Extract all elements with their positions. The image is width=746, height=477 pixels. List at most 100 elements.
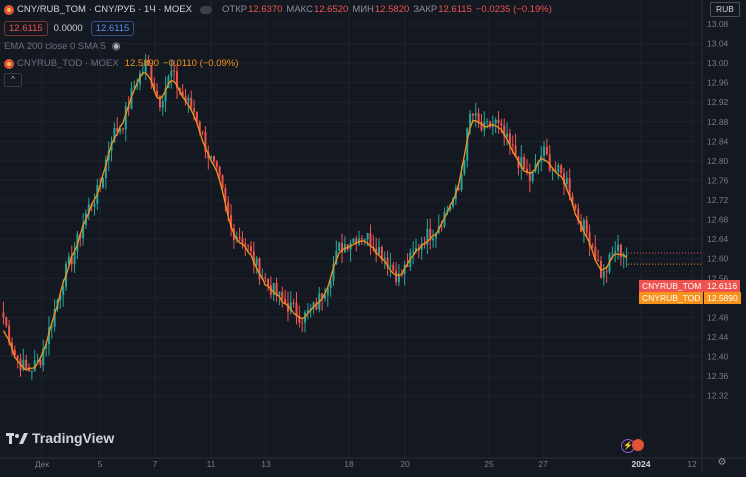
candle-body <box>16 355 19 360</box>
candle-body <box>523 157 526 169</box>
candle-body <box>104 159 107 179</box>
candle-body <box>329 280 332 288</box>
candle-body <box>469 113 472 129</box>
x-tick-label: 13 <box>261 459 271 469</box>
tod-last-price: 12.5890 <box>704 292 741 304</box>
candle-body <box>309 308 312 311</box>
candle-body <box>67 256 70 265</box>
y-tick-label: 13.04 <box>707 39 729 49</box>
tod-series-line <box>2 72 628 371</box>
candle-body <box>332 263 335 281</box>
candle-body <box>545 146 548 155</box>
candle-body <box>59 294 62 301</box>
candle-body <box>204 132 207 152</box>
candle-body <box>486 121 489 123</box>
candle-body <box>605 271 608 273</box>
candle-body <box>355 238 358 245</box>
candle-body <box>500 123 503 126</box>
bid-ask-row: 12.6115 0.0000 12.6115 <box>4 21 140 36</box>
candle-body <box>230 215 233 229</box>
close-label: ЗАКР <box>413 4 438 15</box>
candle-body <box>585 220 588 233</box>
candle-body <box>366 233 369 240</box>
symbol-title[interactable]: CNY/RUB_TOM · CNY/РУБ · 1Ч · MOEX <box>17 4 192 15</box>
candle-body <box>611 252 614 255</box>
candle-body <box>429 228 432 241</box>
tradingview-logo[interactable]: TradingView <box>6 430 114 446</box>
candle-body <box>360 238 363 240</box>
y-tick-label: 12.92 <box>707 97 729 107</box>
candle-body <box>406 264 409 268</box>
candle-body <box>434 232 437 239</box>
toggle-icon[interactable] <box>200 5 212 14</box>
candle-body <box>335 250 338 264</box>
y-tick-label: 12.56 <box>707 273 729 283</box>
candle-body <box>574 204 577 209</box>
ask-price-button[interactable]: 12.6115 <box>90 21 135 36</box>
candle-body <box>153 82 156 91</box>
candle-body <box>184 96 187 102</box>
candle-body <box>426 228 429 246</box>
candle-body <box>520 157 523 168</box>
candle-body <box>326 287 329 296</box>
candle-body <box>5 317 8 326</box>
candle-body <box>449 206 452 211</box>
candle-body <box>363 239 366 241</box>
candle-body <box>460 173 463 190</box>
candle-body <box>617 244 620 251</box>
candle-body <box>494 119 497 124</box>
eye-icon[interactable]: ◉ <box>111 41 121 52</box>
candle-body <box>53 309 56 327</box>
indicator-label[interactable]: EMA 200 close 0 SMA 5 <box>4 41 106 52</box>
candle-body <box>295 302 298 317</box>
candle-body <box>577 208 580 222</box>
candle-body <box>412 251 415 253</box>
low-value: 12.5820 <box>374 4 410 15</box>
candle-body <box>161 101 164 108</box>
y-tick-label: 12.32 <box>707 391 729 401</box>
high-label: МАКС <box>286 4 313 15</box>
tom-series-tag: CNYRUB_TOM <box>639 280 705 292</box>
candle-body <box>602 271 605 278</box>
bid-price-button[interactable]: 12.6115 <box>4 21 48 36</box>
y-tick-label: 12.80 <box>707 156 729 166</box>
indicator-legend[interactable]: EMA 200 close 0 SMA 5 ◉ <box>4 41 121 52</box>
candle-body <box>392 264 395 271</box>
candle-body <box>87 204 90 214</box>
candle-body <box>249 246 252 252</box>
candle-body <box>215 161 218 167</box>
y-tick-label: 12.72 <box>707 195 729 205</box>
candle-body <box>102 178 105 188</box>
candle-body <box>369 233 372 247</box>
candle-body <box>514 145 517 157</box>
candle-body <box>506 133 509 137</box>
y-tick-label: 12.36 <box>707 371 729 381</box>
candle-body <box>164 88 167 102</box>
candle-body <box>264 277 267 279</box>
candle-body <box>25 359 28 369</box>
symbol-legend[interactable]: CNY/RUB_TOM · CNY/РУБ · 1Ч · MOEX ОТКР 12… <box>4 4 552 15</box>
candle-body <box>50 326 53 328</box>
compare-symbol[interactable]: CNYRUB_TOD · MOEX <box>17 58 119 69</box>
candle-body <box>474 113 477 116</box>
candle-body <box>70 256 73 265</box>
candle-body <box>272 282 275 295</box>
cny-flag-icon-2 <box>4 58 14 69</box>
y-tick-label: 12.40 <box>707 352 729 362</box>
currency-unit-button[interactable]: RUB <box>710 2 740 17</box>
events-flag-icon[interactable] <box>632 439 644 451</box>
x-tick-label: 2024 <box>632 459 651 469</box>
low-label: МИН <box>352 4 374 15</box>
gear-icon[interactable]: ⚙ <box>717 457 727 468</box>
x-tick-label: 25 <box>484 459 494 469</box>
candle-body <box>582 220 585 232</box>
candle-body <box>352 238 355 244</box>
candle-body <box>173 70 176 72</box>
compare-legend[interactable]: CNYRUB_TOD · MOEX 12.5890 −0.0110 (−0.09… <box>4 58 238 69</box>
open-label: ОТКР <box>222 4 248 15</box>
chevron-up-icon[interactable]: ^ <box>4 73 22 87</box>
candle-body <box>121 128 124 130</box>
y-tick-label: 12.60 <box>707 254 729 264</box>
